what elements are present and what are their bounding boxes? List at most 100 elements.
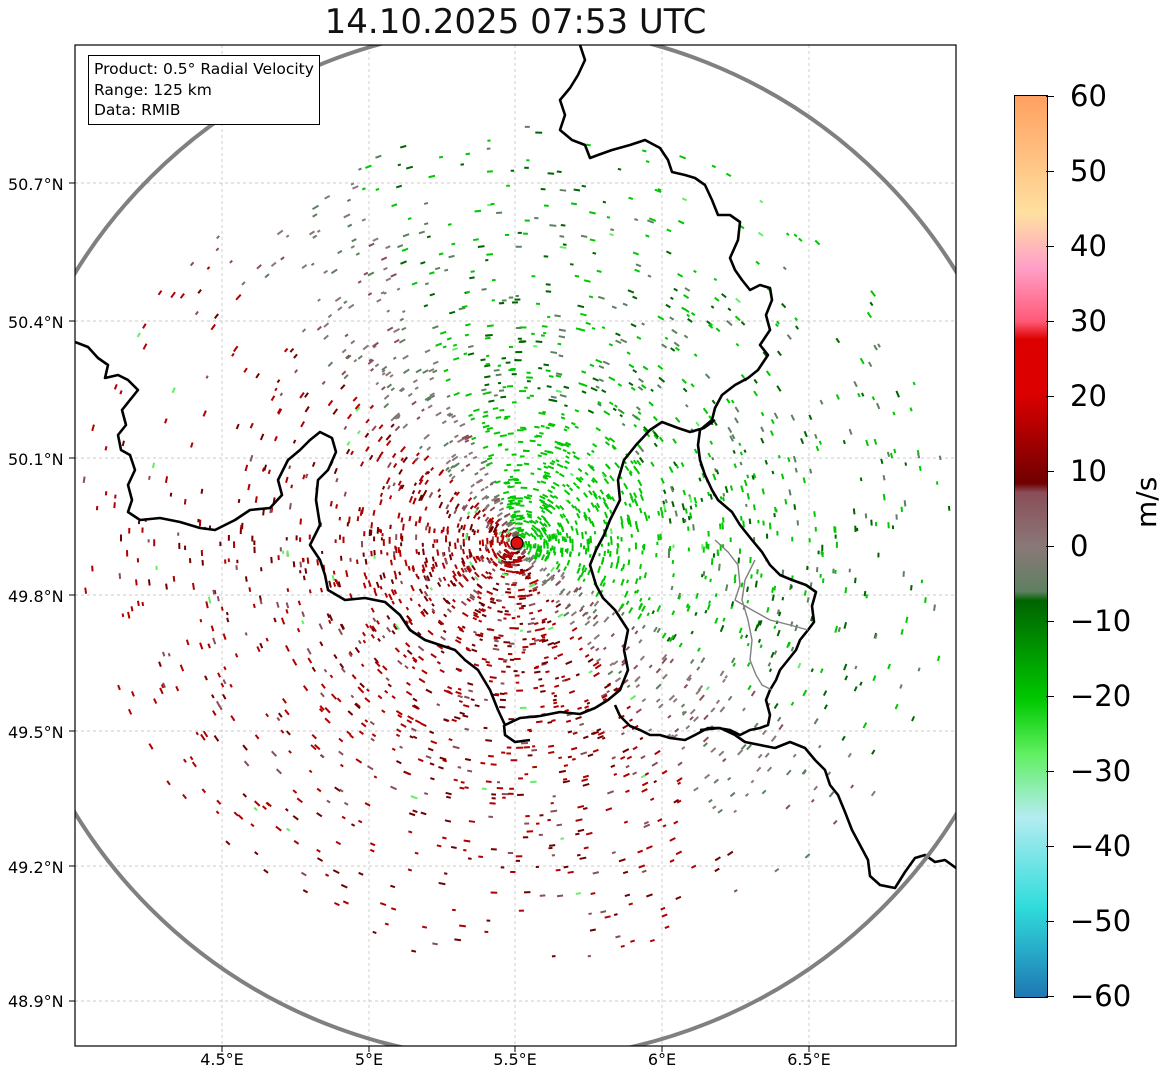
echo-pixel: [488, 523, 493, 531]
echo-pixel: [479, 466, 486, 471]
echo-pixel: [528, 589, 533, 593]
echo-pixel: [697, 685, 704, 691]
echo-pixel: [555, 560, 559, 565]
echo-pixel: [520, 486, 528, 490]
echo-pixel: [620, 567, 624, 572]
echo-pixel: [288, 465, 292, 470]
echo-pixel: [412, 697, 418, 702]
echo-pixel: [682, 517, 685, 524]
echo-pixel: [588, 553, 592, 558]
echo-pixel: [639, 736, 644, 741]
echo-pixel: [479, 632, 484, 636]
echo-pixel: [551, 955, 556, 958]
echo-pixel: [420, 494, 425, 501]
echo-pixel: [235, 565, 238, 570]
echo-pixel: [515, 627, 519, 630]
echo-pixel: [586, 143, 591, 147]
echo-pixel: [473, 238, 479, 242]
echo-pixel: [559, 393, 567, 398]
echo-pixel: [482, 414, 489, 418]
echo-pixel: [301, 611, 306, 618]
echo-pixel: [661, 913, 668, 918]
echo-pixel: [526, 593, 533, 598]
echo-pixel: [576, 853, 581, 857]
echo-pixel: [347, 303, 355, 310]
echo-pixel: [560, 704, 565, 708]
echo-pixel: [609, 509, 613, 514]
echo-pixel: [436, 660, 441, 665]
echo-pixel: [280, 729, 285, 734]
echo-pixel: [781, 569, 785, 576]
echo-pixel: [603, 410, 611, 416]
echo-pixel: [803, 590, 807, 596]
echo-pixel: [601, 736, 606, 740]
echo-pixel: [385, 371, 392, 377]
echo-pixel: [821, 578, 825, 584]
echo-pixel: [359, 688, 365, 694]
echo-pixel: [142, 323, 147, 329]
echo-pixel: [438, 471, 444, 477]
echo-pixel: [486, 324, 494, 328]
echo-pixel: [632, 251, 639, 256]
echo-pixel: [475, 478, 483, 484]
echo-pixel: [569, 636, 575, 640]
echo-pixel: [738, 442, 742, 447]
echo-pixel: [569, 620, 576, 626]
echo-pixel: [396, 728, 402, 733]
echo-pixel: [735, 297, 741, 304]
echo-pixel: [520, 497, 524, 500]
echo-pixel: [212, 710, 217, 716]
echo-pixel: [596, 502, 601, 509]
echo-pixel: [521, 604, 526, 608]
colorbar-tick-mark: [1046, 396, 1054, 397]
echo-pixel: [571, 626, 578, 632]
echo-pixel: [531, 332, 535, 335]
echo-pixel: [570, 610, 577, 617]
echo-pixel: [414, 386, 419, 390]
echo-pixel: [597, 565, 602, 574]
echo-pixel: [545, 426, 550, 430]
echo-pixel: [674, 510, 678, 517]
echo-pixel: [593, 672, 600, 678]
echo-pixel: [859, 681, 863, 686]
echo-pixel: [483, 504, 490, 511]
echo-pixel: [376, 668, 383, 675]
echo-pixel: [488, 571, 492, 576]
echo-pixel: [440, 635, 446, 641]
echo-pixel: [610, 632, 615, 638]
echo-pixel: [515, 859, 521, 862]
echo-pixel: [536, 516, 542, 521]
echo-pixel: [585, 321, 591, 326]
echo-pixel: [428, 174, 436, 179]
echo-pixel: [813, 718, 819, 725]
echo-pixel: [425, 755, 432, 760]
echo-pixel: [506, 565, 513, 569]
echo-pixel: [483, 410, 489, 414]
echo-pixel: [505, 591, 512, 594]
echo-pixel: [415, 452, 420, 457]
echo-pixel: [343, 374, 349, 380]
echo-pixel: [158, 661, 162, 668]
echo-pixel: [580, 570, 585, 578]
echo-pixel: [498, 507, 505, 512]
echo-pixel: [478, 619, 483, 623]
echo-pixel: [689, 716, 694, 721]
echo-pixel: [586, 615, 592, 620]
echo-pixel: [776, 530, 779, 536]
echo-pixel: [534, 670, 541, 674]
echo-pixel: [498, 531, 502, 536]
echo-pixel: [580, 312, 587, 317]
echo-pixel: [752, 473, 757, 479]
echo-pixel: [536, 547, 540, 552]
echo-pixel: [518, 522, 523, 525]
echo-pixel: [358, 167, 362, 171]
echo-pixel: [401, 326, 407, 331]
echo-pixel: [478, 855, 484, 858]
echo-pixel: [566, 499, 572, 505]
echo-pixel: [531, 748, 538, 752]
echo-pixel: [623, 590, 629, 598]
echo-pixel: [381, 372, 386, 376]
colorbar-tick-mark: [1046, 471, 1054, 472]
echo-pixel: [358, 871, 364, 876]
echo-pixel: [424, 557, 429, 563]
